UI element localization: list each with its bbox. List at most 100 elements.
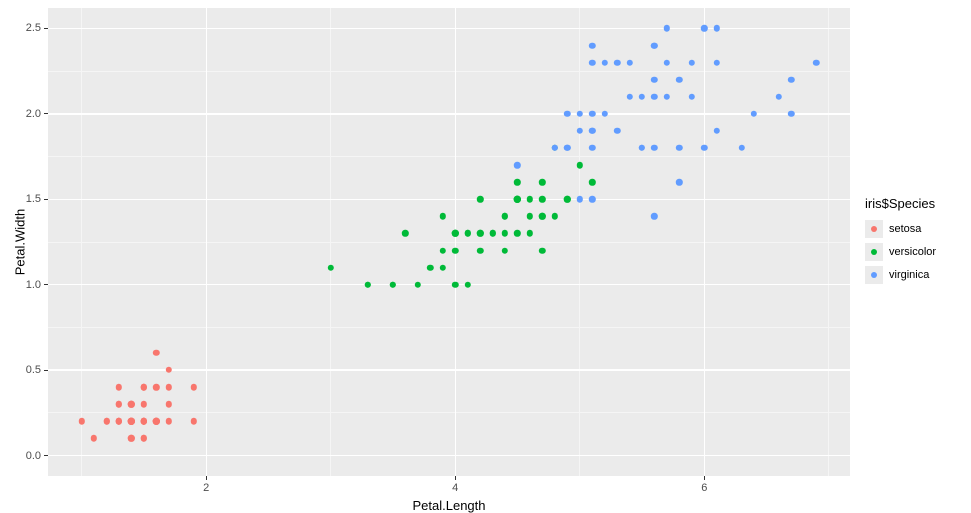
data-point <box>166 418 172 424</box>
data-point <box>651 145 657 151</box>
data-point <box>153 350 159 356</box>
grid-major-h <box>48 284 850 285</box>
grid-minor-h <box>48 156 850 157</box>
data-point <box>714 25 720 31</box>
data-point <box>440 247 446 253</box>
grid-minor-h <box>48 242 850 243</box>
data-point <box>527 230 533 236</box>
data-point <box>128 401 134 407</box>
data-point <box>153 418 159 424</box>
data-point <box>103 418 109 424</box>
x-tick-label: 2 <box>203 482 209 494</box>
x-tick-mark <box>704 476 705 480</box>
data-point <box>502 213 508 219</box>
data-point <box>664 94 670 100</box>
data-point <box>527 213 533 219</box>
data-point <box>166 401 172 407</box>
data-point <box>191 418 197 424</box>
legend-label: versicolor <box>889 246 936 258</box>
legend-item: versicolor <box>865 242 936 262</box>
data-point <box>589 145 595 151</box>
y-tick-label: 1.0 <box>26 279 41 291</box>
legend-dot-icon <box>871 272 877 278</box>
grid-major-v <box>704 8 705 476</box>
data-point <box>601 59 607 65</box>
x-tick-mark <box>206 476 207 480</box>
data-point <box>427 264 433 270</box>
data-point <box>78 418 84 424</box>
data-point <box>191 384 197 390</box>
data-point <box>527 196 533 202</box>
y-tick-label: 0.5 <box>26 364 41 376</box>
data-point <box>514 230 520 236</box>
data-point <box>577 162 583 168</box>
data-point <box>116 384 122 390</box>
data-point <box>788 111 794 117</box>
plot-panel <box>48 8 850 476</box>
data-point <box>738 145 744 151</box>
grid-major-h <box>48 28 850 29</box>
grid-major-v <box>206 8 207 476</box>
data-point <box>502 230 508 236</box>
grid-major-h <box>48 199 850 200</box>
data-point <box>477 247 483 253</box>
legend-title: iris$Species <box>865 196 936 211</box>
legend-item: virginica <box>865 265 936 285</box>
data-point <box>141 435 147 441</box>
data-point <box>489 230 495 236</box>
data-point <box>714 128 720 134</box>
data-point <box>539 213 545 219</box>
data-point <box>552 213 558 219</box>
data-point <box>415 281 421 287</box>
data-point <box>452 281 458 287</box>
y-tick-mark <box>44 113 48 114</box>
data-point <box>676 77 682 83</box>
y-tick-mark <box>44 284 48 285</box>
grid-major-v <box>455 8 456 476</box>
legend-dot-icon <box>871 249 877 255</box>
data-point <box>514 179 520 185</box>
data-point <box>788 77 794 83</box>
legend-key <box>865 266 883 284</box>
grid-minor-h <box>48 327 850 328</box>
y-tick-label: 2.0 <box>26 108 41 120</box>
data-point <box>166 367 172 373</box>
data-point <box>701 145 707 151</box>
data-point <box>714 59 720 65</box>
scatter-chart: Petal.Width Petal.Length iris$Species se… <box>0 0 971 513</box>
data-point <box>626 94 632 100</box>
data-point <box>153 384 159 390</box>
data-point <box>365 281 371 287</box>
x-tick-label: 6 <box>701 482 707 494</box>
y-tick-mark <box>44 370 48 371</box>
data-point <box>664 25 670 31</box>
data-point <box>477 196 483 202</box>
data-point <box>128 418 134 424</box>
y-axis-title: Petal.Width <box>13 202 28 282</box>
data-point <box>751 111 757 117</box>
data-point <box>452 247 458 253</box>
data-point <box>651 42 657 48</box>
data-point <box>464 281 470 287</box>
data-point <box>651 77 657 83</box>
data-point <box>440 264 446 270</box>
data-point <box>514 196 520 202</box>
data-point <box>589 179 595 185</box>
data-point <box>390 281 396 287</box>
data-point <box>128 435 134 441</box>
legend-item: setosa <box>865 219 936 239</box>
data-point <box>564 145 570 151</box>
legend-label: virginica <box>889 269 929 281</box>
data-point <box>141 401 147 407</box>
data-point <box>589 42 595 48</box>
data-point <box>589 111 595 117</box>
data-point <box>689 94 695 100</box>
data-point <box>539 247 545 253</box>
data-point <box>639 94 645 100</box>
data-point <box>776 94 782 100</box>
legend-label: setosa <box>889 223 921 235</box>
data-point <box>577 111 583 117</box>
data-point <box>552 145 558 151</box>
data-point <box>639 145 645 151</box>
data-point <box>589 59 595 65</box>
